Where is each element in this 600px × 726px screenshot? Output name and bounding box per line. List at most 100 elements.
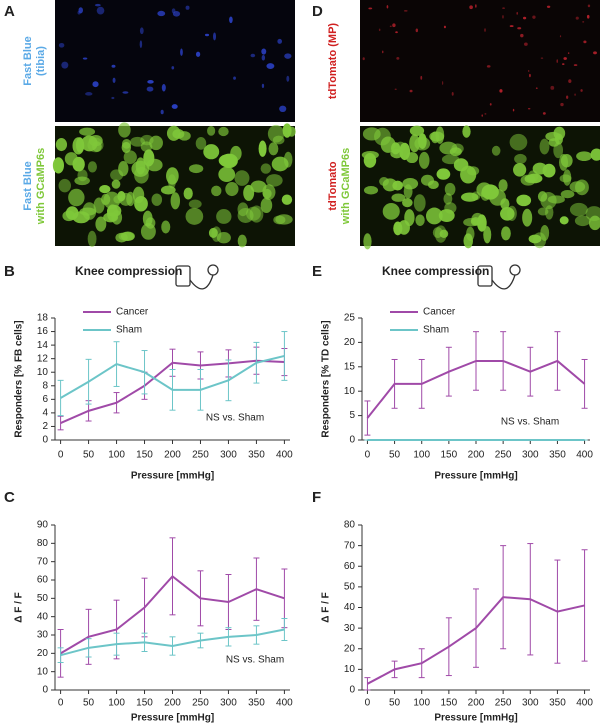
cell <box>567 52 570 54</box>
cell <box>593 51 597 55</box>
y-axis-label: Δ F / F <box>321 592 332 623</box>
image-tdtomato <box>360 0 600 122</box>
cell <box>143 149 155 167</box>
cell <box>574 215 591 227</box>
cell <box>115 232 128 243</box>
x-tick-label: 350 <box>248 698 265 709</box>
cell <box>566 95 569 99</box>
cell <box>559 216 569 225</box>
x-tick-label: 250 <box>192 450 209 461</box>
y-tick-label: 90 <box>37 520 49 531</box>
image-label: with GCaMP6s <box>340 148 352 225</box>
y-tick-label: 5 <box>349 410 355 421</box>
cell <box>275 214 293 225</box>
legend-label: Cancer <box>423 307 456 318</box>
cell <box>379 177 389 186</box>
image-label: Fast Blue <box>22 36 34 86</box>
cell <box>474 4 477 8</box>
y-axis-label: Responders [% FB cells] <box>14 320 25 437</box>
cell <box>466 166 480 176</box>
device-icon <box>175 264 521 290</box>
y-tick-label: 80 <box>37 538 49 549</box>
cell <box>466 226 475 241</box>
cell <box>415 214 425 226</box>
cell <box>218 154 237 168</box>
x-tick-label: 150 <box>136 450 153 461</box>
x-axis-label: Pressure [mmHg] <box>434 713 517 724</box>
y-tick-label: 16 <box>37 326 49 337</box>
y-tick-label: 8 <box>42 380 48 391</box>
cell <box>96 6 105 15</box>
cell <box>498 179 508 192</box>
cell <box>462 125 471 138</box>
cell <box>111 179 121 189</box>
cell <box>61 61 69 69</box>
cell <box>500 206 515 221</box>
panel-letter: D <box>312 3 323 20</box>
chart-title: Knee compression <box>75 264 182 278</box>
cell <box>204 33 210 37</box>
y-tick-label: 30 <box>37 630 49 641</box>
cell <box>68 188 85 207</box>
cell <box>404 209 415 227</box>
cell <box>225 182 239 197</box>
cell <box>261 54 266 61</box>
cell <box>87 161 97 173</box>
cell <box>183 187 193 200</box>
y-tick-label: 25 <box>344 313 356 324</box>
cell <box>266 63 275 69</box>
cell <box>260 197 273 213</box>
cell <box>526 173 543 184</box>
x-tick-label: 150 <box>441 450 458 461</box>
cell <box>509 25 514 28</box>
cell <box>363 153 377 168</box>
cell <box>213 32 217 41</box>
cell <box>134 166 149 184</box>
x-tick-label: 300 <box>220 698 237 709</box>
cell <box>501 226 511 241</box>
cell <box>77 10 81 15</box>
cell <box>560 102 564 107</box>
cell <box>429 131 445 142</box>
cell <box>140 223 156 240</box>
cell <box>118 122 131 138</box>
cell <box>396 57 400 60</box>
x-tick-label: 350 <box>248 450 265 461</box>
cell <box>207 125 216 136</box>
cell <box>147 80 154 84</box>
cell <box>99 184 111 194</box>
cell <box>522 208 533 227</box>
cell <box>368 7 373 10</box>
cell <box>142 210 153 227</box>
cell <box>234 170 250 186</box>
cell <box>149 135 163 151</box>
cell <box>85 92 93 96</box>
cell <box>481 114 483 117</box>
cell <box>443 25 447 29</box>
cell <box>509 133 528 151</box>
y-tick-label: 0 <box>42 435 48 446</box>
cell <box>489 189 506 206</box>
cell <box>146 86 154 92</box>
legend-label: Cancer <box>116 307 149 318</box>
x-tick-label: 50 <box>83 450 95 461</box>
cell <box>484 113 487 115</box>
cell <box>582 21 585 23</box>
y-tick-label: 40 <box>344 602 356 613</box>
cell <box>281 194 293 205</box>
cell <box>420 75 423 80</box>
annotation: NS vs. Sham <box>226 655 284 666</box>
cell <box>95 216 107 232</box>
x-tick-label: 150 <box>441 698 458 709</box>
y-tick-label: 60 <box>37 575 49 586</box>
image-label: with GCaMP6s <box>35 148 47 225</box>
y-tick-label: 10 <box>37 367 49 378</box>
x-tick-label: 50 <box>389 450 401 461</box>
panel-letter: B <box>4 263 15 280</box>
cell <box>441 81 444 85</box>
cell <box>363 185 379 195</box>
cell <box>94 3 101 7</box>
cell <box>402 198 413 208</box>
annotation: NS vs. Sham <box>501 417 559 428</box>
x-tick-label: 300 <box>522 450 539 461</box>
